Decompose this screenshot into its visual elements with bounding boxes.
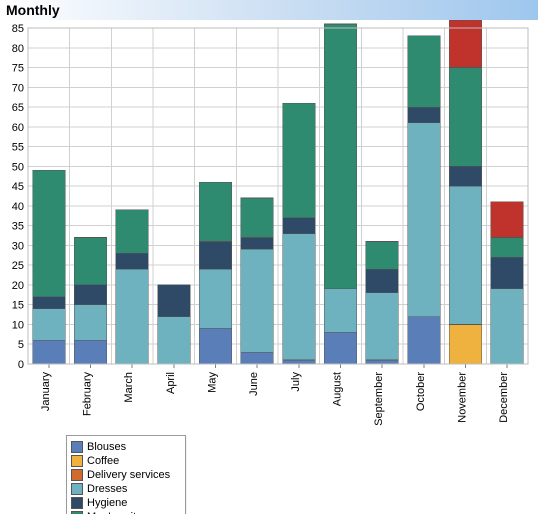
svg-text:25: 25 xyxy=(12,260,24,272)
x-tick-label: September xyxy=(373,372,385,426)
bar-segment xyxy=(199,182,232,241)
bar-segment xyxy=(283,218,316,234)
svg-text:50: 50 xyxy=(12,161,24,173)
bar-segment xyxy=(491,257,523,289)
x-tick-label: November xyxy=(457,372,469,423)
bar-segment xyxy=(449,68,482,167)
legend-item: Men's suits xyxy=(71,510,179,514)
bar-segment xyxy=(408,317,441,364)
bar-segment xyxy=(74,340,107,364)
bar-segment xyxy=(283,234,316,360)
legend-label: Men's suits xyxy=(87,510,142,514)
svg-text:85: 85 xyxy=(12,23,24,35)
svg-text:30: 30 xyxy=(12,240,24,252)
bar-segment xyxy=(241,249,274,352)
bar-segment xyxy=(366,241,399,269)
legend-swatch xyxy=(71,441,83,453)
bar-segment xyxy=(491,238,523,258)
legend-label: Blouses xyxy=(87,440,126,454)
legend-item: Coffee xyxy=(71,454,179,468)
window-title: Monthly xyxy=(0,0,538,20)
bar-segment xyxy=(74,238,107,285)
legend-swatch xyxy=(71,483,83,495)
x-tick-label: July xyxy=(290,372,302,392)
x-tick-label: May xyxy=(207,372,219,393)
bar-segment xyxy=(241,352,274,364)
bar-segment xyxy=(449,166,482,186)
legend-label: Dresses xyxy=(87,482,127,496)
bar-segment xyxy=(33,309,65,341)
x-tick-label: August xyxy=(332,372,344,406)
bar-segment xyxy=(408,36,441,107)
x-tick-label: January xyxy=(40,372,52,412)
legend-item: Blouses xyxy=(71,440,179,454)
svg-text:15: 15 xyxy=(12,300,24,312)
svg-text:80: 80 xyxy=(12,43,24,55)
svg-text:45: 45 xyxy=(12,181,24,193)
bar-segment xyxy=(74,285,107,305)
legend-item: Delivery services xyxy=(71,468,179,482)
bar-segment xyxy=(366,360,399,364)
bar-segment xyxy=(199,269,232,328)
bar-segment xyxy=(116,210,148,253)
chart-area: 0 5 10 15 20 25 30 35 40 45 50 55 60 65 70 75 80 85 Januar… xyxy=(0,20,538,512)
x-tick-label: April xyxy=(165,372,177,394)
bar-segment xyxy=(283,103,316,218)
bar-segment xyxy=(366,293,399,360)
bar-segment xyxy=(283,360,316,364)
bar-segment xyxy=(324,332,357,364)
chart-legend: BlousesCoffeeDelivery servicesDressesHyg… xyxy=(66,435,186,514)
bar-segment xyxy=(408,123,441,317)
svg-text:65: 65 xyxy=(12,102,24,114)
svg-text:40: 40 xyxy=(12,201,24,213)
bar-segment xyxy=(74,305,107,341)
svg-text:35: 35 xyxy=(12,221,24,233)
legend-item: Dresses xyxy=(71,482,179,496)
bar-segment xyxy=(158,317,191,364)
bar-segment xyxy=(324,289,357,332)
bar-segment xyxy=(241,238,274,250)
bar-segment xyxy=(199,328,232,364)
svg-text:10: 10 xyxy=(12,319,24,331)
bar-segment xyxy=(33,297,65,309)
x-tick-label: December xyxy=(498,372,510,423)
legend-swatch xyxy=(71,497,83,509)
bar-segment xyxy=(408,107,441,123)
x-tick-label: June xyxy=(248,372,260,396)
svg-text:70: 70 xyxy=(12,82,24,94)
legend-item: Hygiene xyxy=(71,496,179,510)
bar-segment xyxy=(449,324,482,364)
legend-swatch xyxy=(71,469,83,481)
legend-label: Delivery services xyxy=(87,468,170,482)
bar-segment xyxy=(491,289,523,364)
svg-text:20: 20 xyxy=(12,280,24,292)
x-tick-label: March xyxy=(123,372,135,403)
bar-segment xyxy=(449,20,482,67)
svg-text:60: 60 xyxy=(12,122,24,134)
legend-swatch xyxy=(71,455,83,467)
svg-text:0: 0 xyxy=(18,359,24,371)
window-title-text: Monthly xyxy=(6,2,60,18)
bar-segment xyxy=(366,269,399,293)
x-tick-label: February xyxy=(82,372,94,417)
legend-label: Coffee xyxy=(87,454,119,468)
svg-text:55: 55 xyxy=(12,142,24,154)
bar-segment xyxy=(116,269,148,364)
svg-text:75: 75 xyxy=(12,63,24,75)
bar-segment xyxy=(158,285,191,317)
bar-segment xyxy=(449,186,482,324)
bar-segment xyxy=(199,241,232,269)
bar-segment xyxy=(241,198,274,238)
x-tick-label: October xyxy=(415,372,427,411)
bar-segment xyxy=(491,202,523,238)
bar-segment xyxy=(33,170,65,296)
svg-text:5: 5 xyxy=(18,339,24,351)
bar-segment xyxy=(33,340,65,364)
legend-label: Hygiene xyxy=(87,496,127,510)
bar-segment xyxy=(324,24,357,289)
bar-segment xyxy=(116,253,148,269)
